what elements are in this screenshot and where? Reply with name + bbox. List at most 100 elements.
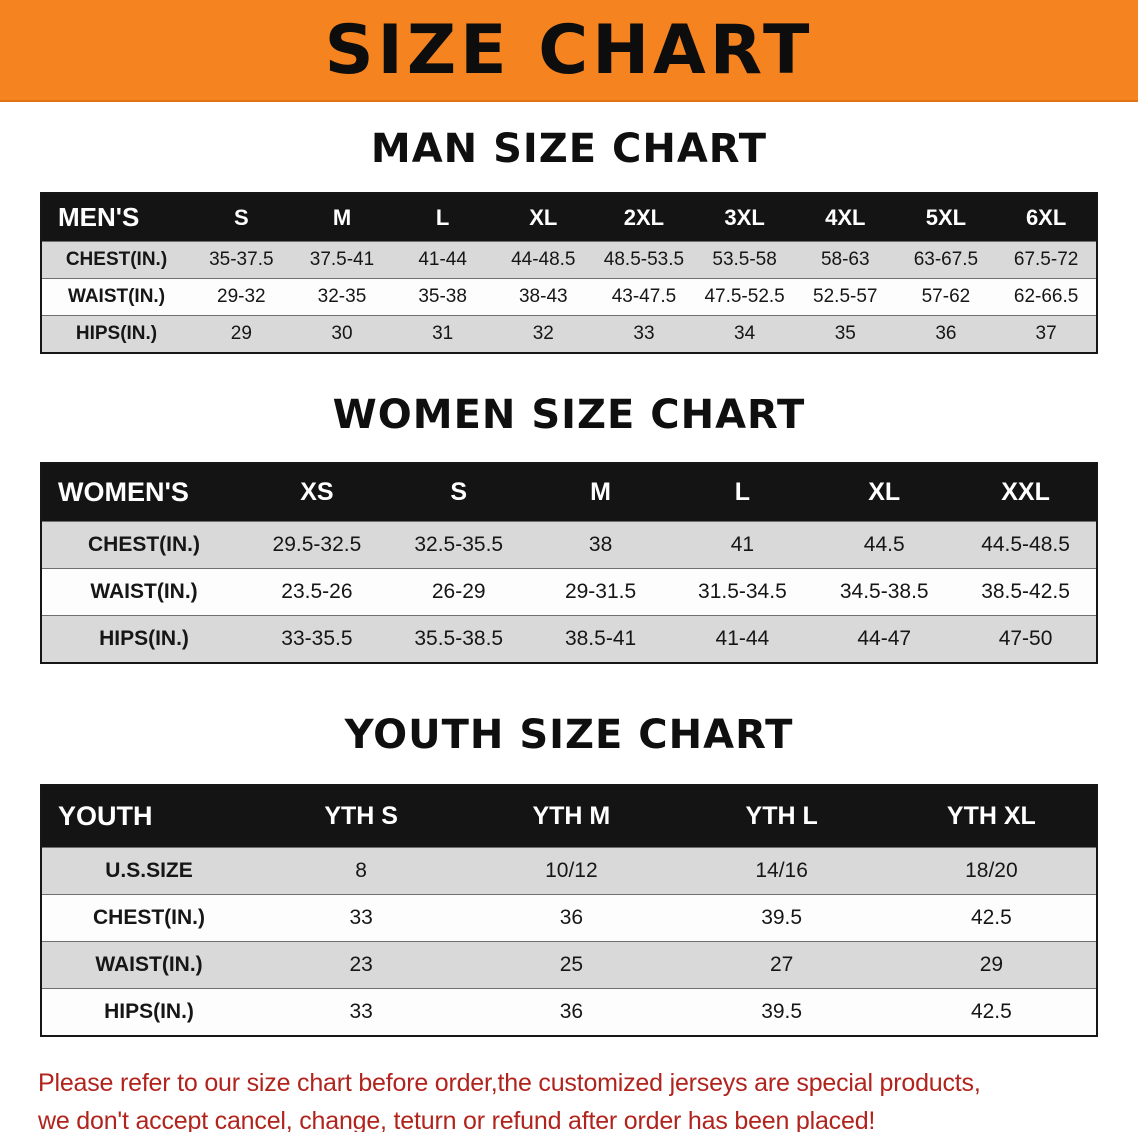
value-cell: 41: [671, 521, 814, 569]
size-header-cell: L: [392, 193, 493, 242]
value-cell: 39.5: [676, 894, 887, 942]
size-header-cell: YTH L: [676, 785, 887, 848]
size-header-cell: XS: [246, 463, 388, 522]
value-cell: 23.5-26: [246, 568, 388, 616]
value-cell: 42.5: [886, 988, 1097, 1036]
value-cell: 8: [256, 847, 467, 895]
row-label-cell: HIPS(IN.): [41, 988, 256, 1036]
value-cell: 37.5-41: [291, 241, 393, 279]
disclaimer-line-1: Please refer to our size chart before or…: [38, 1069, 981, 1097]
size-header-cell: YTH XL: [886, 785, 1097, 848]
table-row: CHEST(IN.) 33 36 39.5 42.5: [41, 894, 1097, 942]
value-cell: 10/12: [466, 847, 677, 895]
mens-size-section: MAN SIZE CHART MEN'S S M L XL 2XL 3XL 4XL 5XL 6XL…: [0, 126, 1138, 354]
table-header-row: WOMEN'S XS S M L XL XXL: [41, 463, 1097, 522]
row-label-cell: CHEST(IN.): [41, 241, 191, 279]
table-title-cell: WOMEN'S: [41, 463, 246, 522]
value-cell: 33: [256, 894, 467, 942]
value-cell: 32: [492, 315, 594, 353]
value-cell: 29-31.5: [529, 568, 672, 616]
womens-size-table: WOMEN'S XS S M L XL XXL CHEST(IN.) 29.5-32.5 32.5…: [40, 462, 1098, 664]
size-header-cell: M: [529, 463, 672, 522]
size-header-cell: XXL: [955, 463, 1097, 522]
value-cell: 33: [256, 988, 467, 1036]
value-cell: 44-48.5: [492, 241, 594, 279]
value-cell: 38.5-41: [529, 615, 672, 663]
value-cell: 32.5-35.5: [387, 521, 530, 569]
value-cell: 34.5-38.5: [813, 568, 956, 616]
size-header-cell: YTH S: [256, 785, 467, 848]
value-cell: 23: [256, 941, 467, 989]
table-row: U.S.SIZE 8 10/12 14/16 18/20: [41, 847, 1097, 895]
value-cell: 52.5-57: [794, 278, 896, 316]
table-row: WAIST(IN.) 23 25 27 29: [41, 941, 1097, 989]
row-label-cell: WAIST(IN.): [41, 278, 191, 316]
size-header-cell: 5XL: [895, 193, 997, 242]
value-cell: 14/16: [676, 847, 887, 895]
value-cell: 35-37.5: [191, 241, 292, 279]
table-row: WAIST(IN.) 23.5-26 26-29 29-31.5 31.5-34.5 34…: [41, 568, 1097, 616]
value-cell: 29.5-32.5: [246, 521, 388, 569]
value-cell: 44.5: [813, 521, 956, 569]
value-cell: 57-62: [895, 278, 997, 316]
value-cell: 62-66.5: [996, 278, 1097, 316]
value-cell: 38-43: [492, 278, 594, 316]
value-cell: 41-44: [671, 615, 814, 663]
value-cell: 39.5: [676, 988, 887, 1036]
value-cell: 26-29: [387, 568, 530, 616]
value-cell: 37: [996, 315, 1097, 353]
womens-size-section: WOMEN SIZE CHART WOMEN'S XS S M L XL XXL CHEST(…: [0, 392, 1138, 664]
value-cell: 33: [593, 315, 695, 353]
size-header-cell: YTH M: [466, 785, 677, 848]
row-label-cell: WAIST(IN.): [41, 941, 256, 989]
value-cell: 36: [466, 988, 677, 1036]
size-header-cell: 3XL: [694, 193, 795, 242]
value-cell: 29: [191, 315, 292, 353]
value-cell: 63-67.5: [895, 241, 997, 279]
value-cell: 67.5-72: [996, 241, 1097, 279]
row-label-cell: CHEST(IN.): [41, 521, 246, 569]
value-cell: 25: [466, 941, 677, 989]
size-header-cell: XL: [813, 463, 956, 522]
size-header-cell: 4XL: [794, 193, 896, 242]
value-cell: 31: [392, 315, 493, 353]
value-cell: 29: [886, 941, 1097, 989]
size-header-cell: M: [291, 193, 393, 242]
table-row: CHEST(IN.) 35-37.5 37.5-41 41-44 44-48.5 48.5…: [41, 241, 1097, 279]
mens-chart-heading: MAN SIZE CHART: [370, 126, 768, 172]
value-cell: 42.5: [886, 894, 1097, 942]
value-cell: 34: [694, 315, 795, 353]
size-header-cell: 2XL: [593, 193, 695, 242]
size-header-cell: S: [191, 193, 292, 242]
value-cell: 58-63: [794, 241, 896, 279]
size-header-cell: S: [387, 463, 530, 522]
table-row: HIPS(IN.) 33 36 39.5 42.5: [41, 988, 1097, 1036]
value-cell: 29-32: [191, 278, 292, 316]
value-cell: 47-50: [955, 615, 1097, 663]
table-header-row: YOUTH YTH S YTH M YTH L YTH XL: [41, 785, 1097, 848]
size-chart-banner: SIZE CHART: [0, 0, 1138, 102]
table-row: HIPS(IN.) 29 30 31 32 33 34 35 36 37: [41, 315, 1097, 353]
youth-size-table: YOUTH YTH S YTH M YTH L YTH XL U.S.SIZE 8 10/12…: [40, 784, 1098, 1037]
value-cell: 35-38: [392, 278, 493, 316]
mens-size-table: MEN'S S M L XL 2XL 3XL 4XL 5XL 6XL CHEST(IN.) 35-37…: [40, 192, 1098, 354]
value-cell: 53.5-58: [694, 241, 795, 279]
order-disclaimer: Please refer to our size chart before or…: [38, 1065, 1100, 1132]
row-label-cell: CHEST(IN.): [41, 894, 256, 942]
disclaimer-line-2: we don't accept cancel, change, teturn o…: [38, 1106, 876, 1132]
row-label-cell: HIPS(IN.): [41, 615, 246, 663]
row-label-cell: WAIST(IN.): [41, 568, 246, 616]
value-cell: 38.5-42.5: [955, 568, 1097, 616]
size-header-cell: L: [671, 463, 814, 522]
value-cell: 41-44: [392, 241, 493, 279]
size-header-cell: 6XL: [996, 193, 1097, 242]
row-label-cell: HIPS(IN.): [41, 315, 191, 353]
table-header-row: MEN'S S M L XL 2XL 3XL 4XL 5XL 6XL: [41, 193, 1097, 242]
value-cell: 38: [529, 521, 672, 569]
table-title-cell: YOUTH: [41, 785, 256, 848]
value-cell: 35.5-38.5: [387, 615, 530, 663]
table-row: CHEST(IN.) 29.5-32.5 32.5-35.5 38 41 44.5 44.5…: [41, 521, 1097, 569]
value-cell: 33-35.5: [246, 615, 388, 663]
value-cell: 44.5-48.5: [955, 521, 1097, 569]
youth-chart-heading: YOUTH SIZE CHART: [344, 712, 794, 758]
